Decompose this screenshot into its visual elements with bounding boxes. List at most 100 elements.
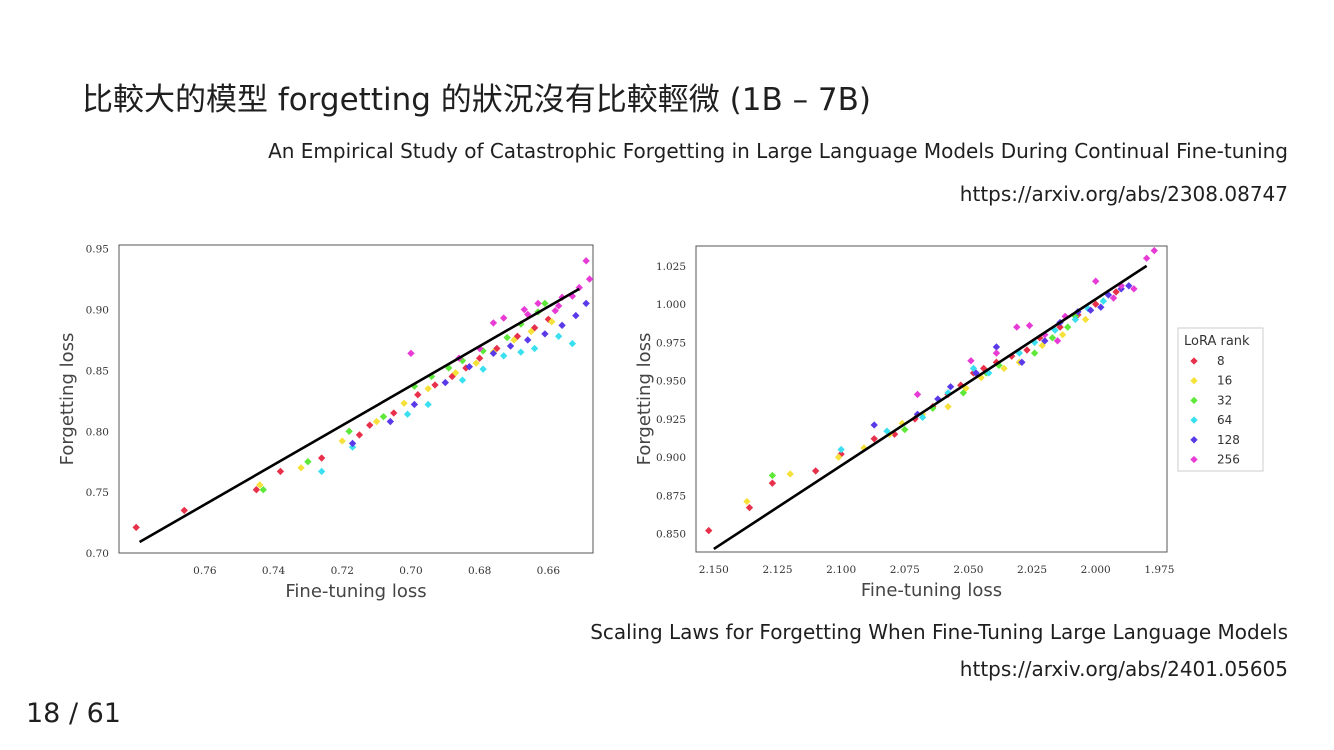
reference-2-url[interactable]: https://arxiv.org/abs/2401.05605: [959, 657, 1288, 681]
plot-frame: [695, 245, 1168, 553]
data-point-rank-32: [259, 486, 267, 494]
y-tick-label: 1.025: [656, 261, 686, 273]
x-tick-label: 0.70: [399, 565, 422, 577]
legend-label-rank-32: 32: [1217, 393, 1232, 407]
data-point-rank-128: [946, 383, 955, 391]
data-point-rank-64: [554, 332, 563, 340]
x-axis-label: Fine-tuning loss: [285, 581, 426, 602]
x-tick-label: 2.125: [762, 564, 792, 576]
data-point-rank-8: [252, 486, 261, 494]
scatter-chart-right: 2.150 2.125 2.100 2.075 2.050 2.025 2.000 1.975…: [634, 245, 1264, 601]
data-point-rank-16: [451, 369, 460, 377]
x-tick-label: 0.66: [537, 565, 561, 577]
data-point-rank-16: [372, 417, 381, 426]
data-point-rank-8: [366, 421, 374, 429]
data-point-rank-128: [1018, 358, 1026, 366]
data-point-rank-32: [345, 427, 353, 435]
data-point-rank-128: [524, 336, 532, 344]
data-point-rank-32: [1064, 323, 1072, 331]
data-point-rank-256: [913, 390, 922, 399]
data-point-rank-64: [479, 365, 487, 373]
data-point-rank-8: [811, 467, 820, 475]
data-point-rank-32: [959, 389, 968, 397]
data-point-rank-8: [414, 391, 422, 399]
data-point-rank-64: [568, 339, 577, 348]
data-point-rank-16: [297, 464, 305, 472]
y-tick-label: 0.80: [86, 426, 109, 438]
data-point-rank-256: [407, 349, 415, 358]
data-point-rank-16: [527, 327, 535, 336]
reference-2-title: Scaling Laws for Forgetting When Fine-Tu…: [590, 620, 1288, 644]
data-point-rank-64: [500, 352, 508, 360]
x-tick-label: 0.72: [331, 565, 354, 577]
x-tick-label: 2.100: [826, 564, 856, 576]
data-point-rank-64: [424, 400, 432, 409]
data-point-rank-8: [132, 523, 140, 532]
legend-label-rank-128: 128: [1217, 433, 1240, 447]
data-point-rank-128: [489, 349, 498, 358]
legend-label-rank-8: 8: [1217, 354, 1225, 368]
x-tick-label: 0.74: [262, 565, 286, 577]
data-point-rank-256: [554, 302, 563, 310]
data-point-rank-256: [967, 357, 975, 365]
data-point-rank-8: [705, 526, 713, 535]
y-tick-label: 0.850: [656, 529, 686, 541]
data-point-rank-128: [572, 311, 580, 320]
x-tick-label: 1.975: [1144, 564, 1174, 576]
data-point-rank-16: [1081, 315, 1090, 324]
x-tick-label: 2.025: [1017, 564, 1047, 576]
data-point-rank-128: [558, 321, 566, 330]
legend-title: LoRA rank: [1184, 334, 1250, 349]
data-point-rank-64: [530, 344, 539, 353]
y-axis-label: Forgetting loss: [57, 333, 78, 466]
data-point-rank-128: [870, 421, 878, 429]
data-point-rank-128: [465, 363, 474, 371]
data-point-rank-256: [1142, 254, 1151, 262]
data-point-rank-8: [475, 354, 484, 362]
slide-title: 比較大的模型 forgetting 的狀況沒有比較輕微 (1B – 7B): [82, 82, 872, 118]
data-point-rank-16: [944, 402, 952, 411]
scatter-chart-left: 0.76 0.74 0.72 0.70 0.68 0.66 0.70 0.75 0.80 0.85…: [57, 244, 594, 602]
data-point-rank-8: [180, 506, 188, 515]
data-point-rank-128: [992, 343, 1001, 351]
data-point-rank-16: [338, 437, 346, 445]
data-point-rank-128: [582, 299, 590, 308]
y-tick-label: 0.875: [656, 490, 686, 502]
x-tick-label: 2.000: [1081, 564, 1111, 576]
data-point-rank-256: [489, 319, 498, 327]
data-point-rank-64: [317, 467, 326, 476]
data-point-rank-32: [541, 299, 549, 308]
data-point-rank-8: [768, 479, 777, 487]
data-point-rank-8: [317, 454, 326, 462]
x-tick-label: 2.075: [890, 564, 920, 576]
reference-1-url[interactable]: https://arxiv.org/abs/2308.08747: [959, 182, 1288, 206]
plot-frame: [118, 244, 594, 554]
data-point-rank-16: [786, 470, 794, 478]
data-point-rank-16: [548, 318, 556, 326]
fit-line: [138, 287, 580, 544]
y-tick-label: 0.975: [656, 337, 686, 349]
x-tick-label: 2.150: [699, 564, 729, 576]
y-tick-label: 0.85: [86, 365, 109, 377]
data-point-rank-32: [768, 471, 777, 480]
x-tick-label: 0.76: [193, 565, 217, 577]
data-point-rank-256: [585, 275, 594, 283]
data-point-rank-16: [472, 359, 480, 367]
x-tick-label: 0.68: [468, 565, 491, 577]
data-point-rank-64: [1099, 297, 1108, 305]
data-point-rank-16: [424, 384, 432, 393]
data-point-rank-16: [400, 399, 408, 407]
data-point-rank-32: [503, 333, 511, 342]
reference-1-title: An Empirical Study of Catastrophic Forge…: [268, 139, 1288, 163]
data-point-rank-128: [348, 439, 357, 448]
data-point-rank-64: [517, 348, 525, 356]
y-tick-label: 0.950: [656, 376, 686, 388]
data-point-rank-128: [506, 342, 515, 350]
y-tick-label: 0.90: [86, 305, 109, 317]
data-point-rank-8: [355, 431, 364, 439]
data-point-rank-8: [870, 435, 878, 443]
data-point-rank-64: [458, 376, 467, 384]
data-point-rank-32: [304, 458, 312, 466]
data-point-rank-256: [1025, 321, 1034, 330]
